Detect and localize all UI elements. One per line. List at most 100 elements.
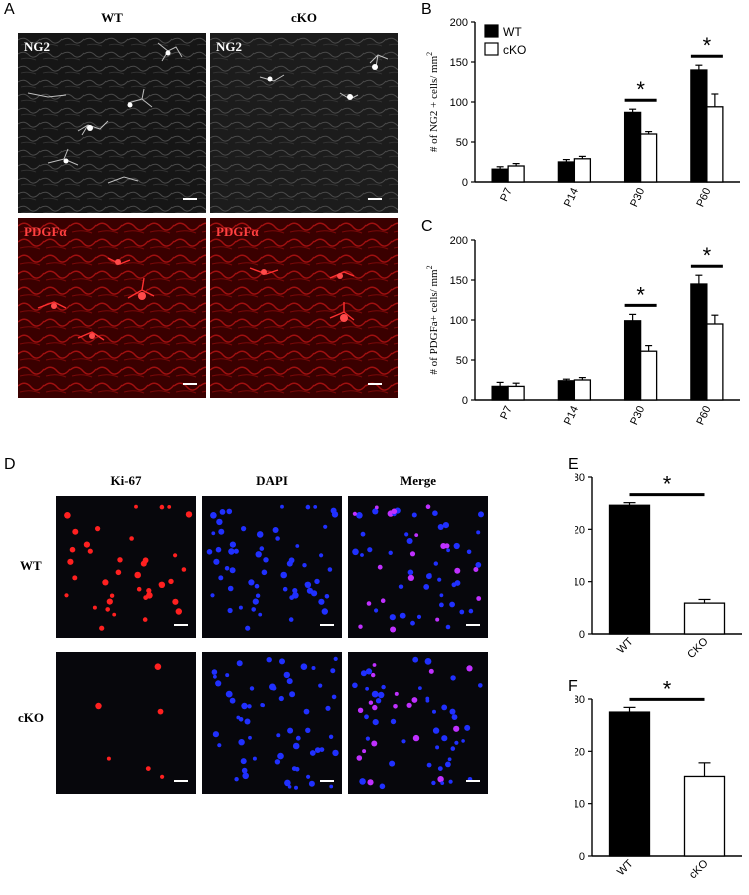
pdgfa-wt-texture xyxy=(18,218,206,398)
y-tick-label: 100 xyxy=(450,97,468,109)
micrograph-nuclei xyxy=(206,504,339,631)
y-tick-label: 150 xyxy=(450,57,468,69)
y-tick-label: 10 xyxy=(575,577,585,589)
nucleus xyxy=(172,598,179,605)
panel-d-col-ki67: Ki-67 xyxy=(110,473,142,488)
legend-label-cko: cKO xyxy=(503,43,526,57)
nucleus xyxy=(360,670,367,677)
nucleus xyxy=(241,526,247,532)
scale-bar xyxy=(368,383,382,385)
nucleus xyxy=(292,592,299,599)
nucleus xyxy=(398,584,404,589)
panel-label-b: B xyxy=(421,1,432,18)
y-tick-label: 30 xyxy=(575,472,585,484)
bar-cko xyxy=(639,350,658,401)
nucleus xyxy=(309,750,316,756)
nucleus xyxy=(319,553,324,558)
y-axis-label: # of PDGFa+ cells/ mm2 xyxy=(425,265,440,374)
x-tick-label: P60 xyxy=(694,404,713,427)
nucleus xyxy=(294,785,298,790)
nucleus xyxy=(360,553,364,557)
nucleus xyxy=(233,548,239,554)
panel-label-a: A xyxy=(4,1,15,18)
nucleus xyxy=(473,567,479,572)
nucleus xyxy=(213,558,220,565)
nucleus xyxy=(304,582,309,587)
nucleus xyxy=(426,573,432,580)
nucleus xyxy=(390,626,397,633)
x-tick-label: P30 xyxy=(628,186,647,209)
nucleus xyxy=(212,731,219,738)
significance-star: * xyxy=(663,678,672,701)
panel-d-row-wt: WT xyxy=(20,558,42,573)
nucleus xyxy=(244,718,251,725)
pdgfa-label-wt: PDGFα xyxy=(24,224,67,239)
nucleus xyxy=(146,592,153,599)
bar-wt xyxy=(690,283,708,401)
bar-wt xyxy=(557,161,576,183)
nucleus xyxy=(210,512,217,519)
nucleus xyxy=(365,686,369,691)
nucleus xyxy=(324,594,330,599)
nucleus xyxy=(439,602,444,608)
bar-wt xyxy=(623,320,642,401)
nucleus xyxy=(406,538,413,544)
bar-cko xyxy=(683,602,726,635)
nucleus xyxy=(292,742,300,750)
significance-star: * xyxy=(663,472,672,497)
nucleus xyxy=(352,511,357,516)
nucleus xyxy=(433,561,438,566)
panel-label-c: C xyxy=(421,218,433,235)
nucleus xyxy=(404,532,409,537)
y-tick-label: 200 xyxy=(450,17,468,29)
nucleus xyxy=(245,625,251,631)
panel-d-col-dapi: DAPI xyxy=(256,473,288,488)
nucleus xyxy=(318,598,325,605)
nucleus xyxy=(365,736,370,741)
nucleus xyxy=(352,548,359,556)
nucleus xyxy=(227,607,233,614)
nucleus xyxy=(64,512,71,519)
panel-d-col-merge: Merge xyxy=(399,473,437,488)
nucleus xyxy=(454,740,459,745)
nucleus xyxy=(115,569,122,576)
nucleus xyxy=(379,783,386,790)
nucleus xyxy=(242,772,249,780)
nucleus xyxy=(218,575,224,581)
y-axis-label: # of NG2 + cells/ mm2 xyxy=(425,52,440,152)
x-tick-label: P7 xyxy=(498,186,515,203)
nucleus xyxy=(371,690,379,698)
nucleus xyxy=(280,504,284,509)
nucleus xyxy=(461,739,465,743)
nucleus xyxy=(374,608,379,613)
bar-cko xyxy=(706,323,724,401)
nucleus xyxy=(371,672,376,678)
scale-bar xyxy=(466,624,480,626)
nucleus xyxy=(154,663,162,670)
nucleus xyxy=(228,548,235,555)
nucleus xyxy=(175,608,182,615)
bar-cko xyxy=(706,106,724,183)
ng2-cko-texture xyxy=(210,33,398,213)
nucleus xyxy=(425,504,431,509)
nucleus xyxy=(254,583,260,589)
nucleus xyxy=(440,781,445,785)
nucleus xyxy=(356,512,363,519)
nucleus xyxy=(375,698,382,704)
nucleus xyxy=(411,512,417,518)
nucleus xyxy=(314,747,321,753)
nucleus xyxy=(112,612,117,617)
x-tick-label: P60 xyxy=(694,186,713,209)
bar-wt xyxy=(608,711,651,857)
y-tick-label: 0 xyxy=(462,395,468,407)
x-tick-label: CKO xyxy=(685,635,711,661)
nucleus xyxy=(306,774,311,779)
nucleus xyxy=(372,719,379,726)
nucleus xyxy=(435,617,440,622)
nucleus xyxy=(219,509,226,515)
nucleus xyxy=(185,511,193,518)
nucleus xyxy=(278,695,284,702)
nucleus xyxy=(318,683,323,688)
nucleus xyxy=(360,531,366,537)
nucleus xyxy=(441,704,448,711)
